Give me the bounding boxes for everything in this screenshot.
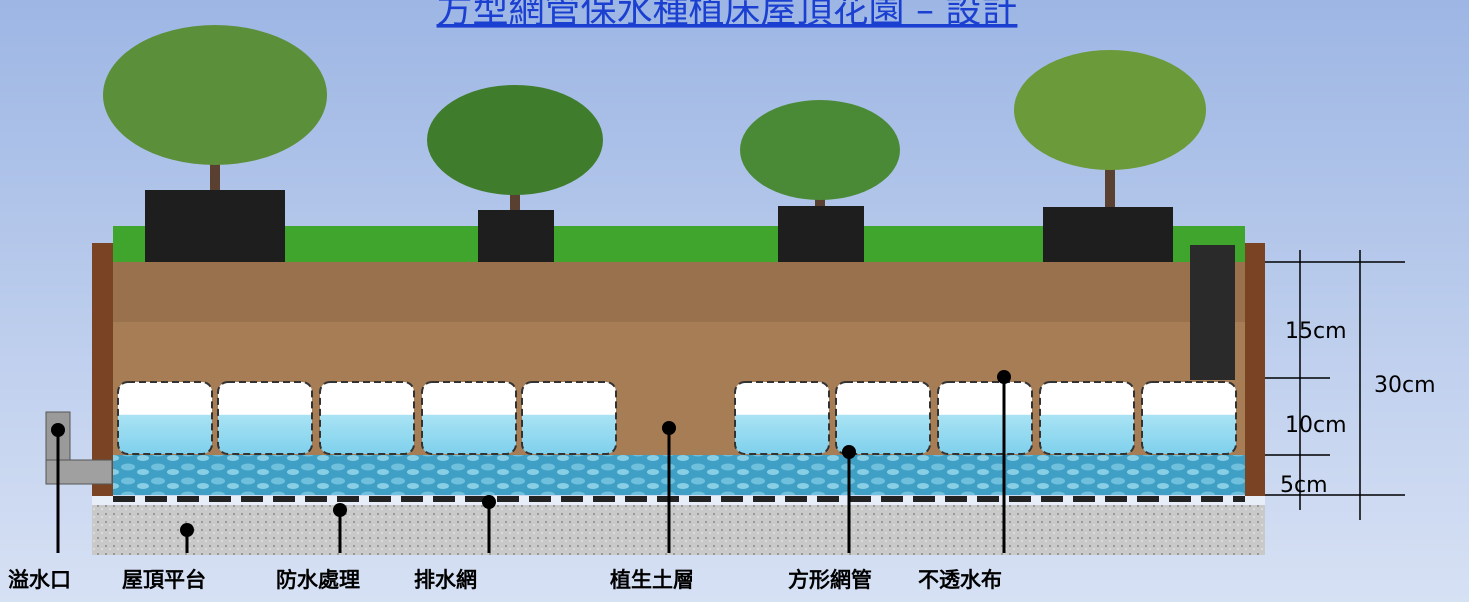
mesh-box	[835, 381, 931, 455]
pointer-dot	[333, 503, 347, 517]
dimension-label: 15cm	[1285, 319, 1347, 344]
canopy	[1014, 50, 1206, 170]
mesh-box	[421, 381, 517, 455]
mesh-box	[734, 381, 830, 455]
dimension-label: 5cm	[1280, 473, 1328, 498]
mesh-box	[319, 381, 415, 455]
layer-label: 溢水口	[8, 567, 71, 592]
layer-label: 植生土層	[610, 567, 694, 592]
layer-label: 屋頂平台	[122, 567, 206, 592]
mesh-box	[521, 381, 617, 455]
dimension-lines	[1265, 250, 1405, 520]
overflow-pipe	[1190, 245, 1235, 380]
pointer-dot	[842, 445, 856, 459]
canopy	[103, 25, 327, 165]
layer-label: 不透水布	[918, 567, 1002, 592]
plant-pot	[1043, 207, 1173, 262]
plant-pot	[145, 190, 285, 262]
pointer-dot	[180, 523, 194, 537]
layer-label: 排水網	[414, 567, 477, 592]
mesh-box	[1039, 381, 1135, 455]
mesh-box	[217, 381, 313, 455]
left-wall	[92, 243, 113, 496]
right-wall	[1245, 243, 1265, 496]
overflow-outlet-pipe	[45, 459, 113, 485]
canopy	[740, 100, 900, 200]
dimension-label: 10cm	[1285, 413, 1347, 438]
layer-label: 防水處理	[276, 567, 360, 592]
plant-pot	[778, 206, 864, 262]
mesh-box	[937, 381, 1033, 455]
pointer-dot	[662, 421, 676, 435]
plant-pot	[478, 210, 554, 262]
soil-column	[625, 380, 730, 455]
pointer-dot	[997, 370, 1011, 384]
canopy	[427, 85, 603, 195]
mesh-box	[1141, 381, 1237, 455]
title: 方型網管保水種植床屋頂花園 – 設計	[437, 0, 1018, 31]
gravel	[113, 455, 1245, 495]
soil-top	[113, 262, 1245, 322]
roof-slab	[92, 505, 1265, 555]
dimension-label: 30cm	[1374, 373, 1436, 398]
layer-label: 方形網管	[788, 567, 872, 592]
pointer-dot	[482, 495, 496, 509]
pointer-dot	[51, 423, 65, 437]
mesh-box	[117, 381, 213, 455]
